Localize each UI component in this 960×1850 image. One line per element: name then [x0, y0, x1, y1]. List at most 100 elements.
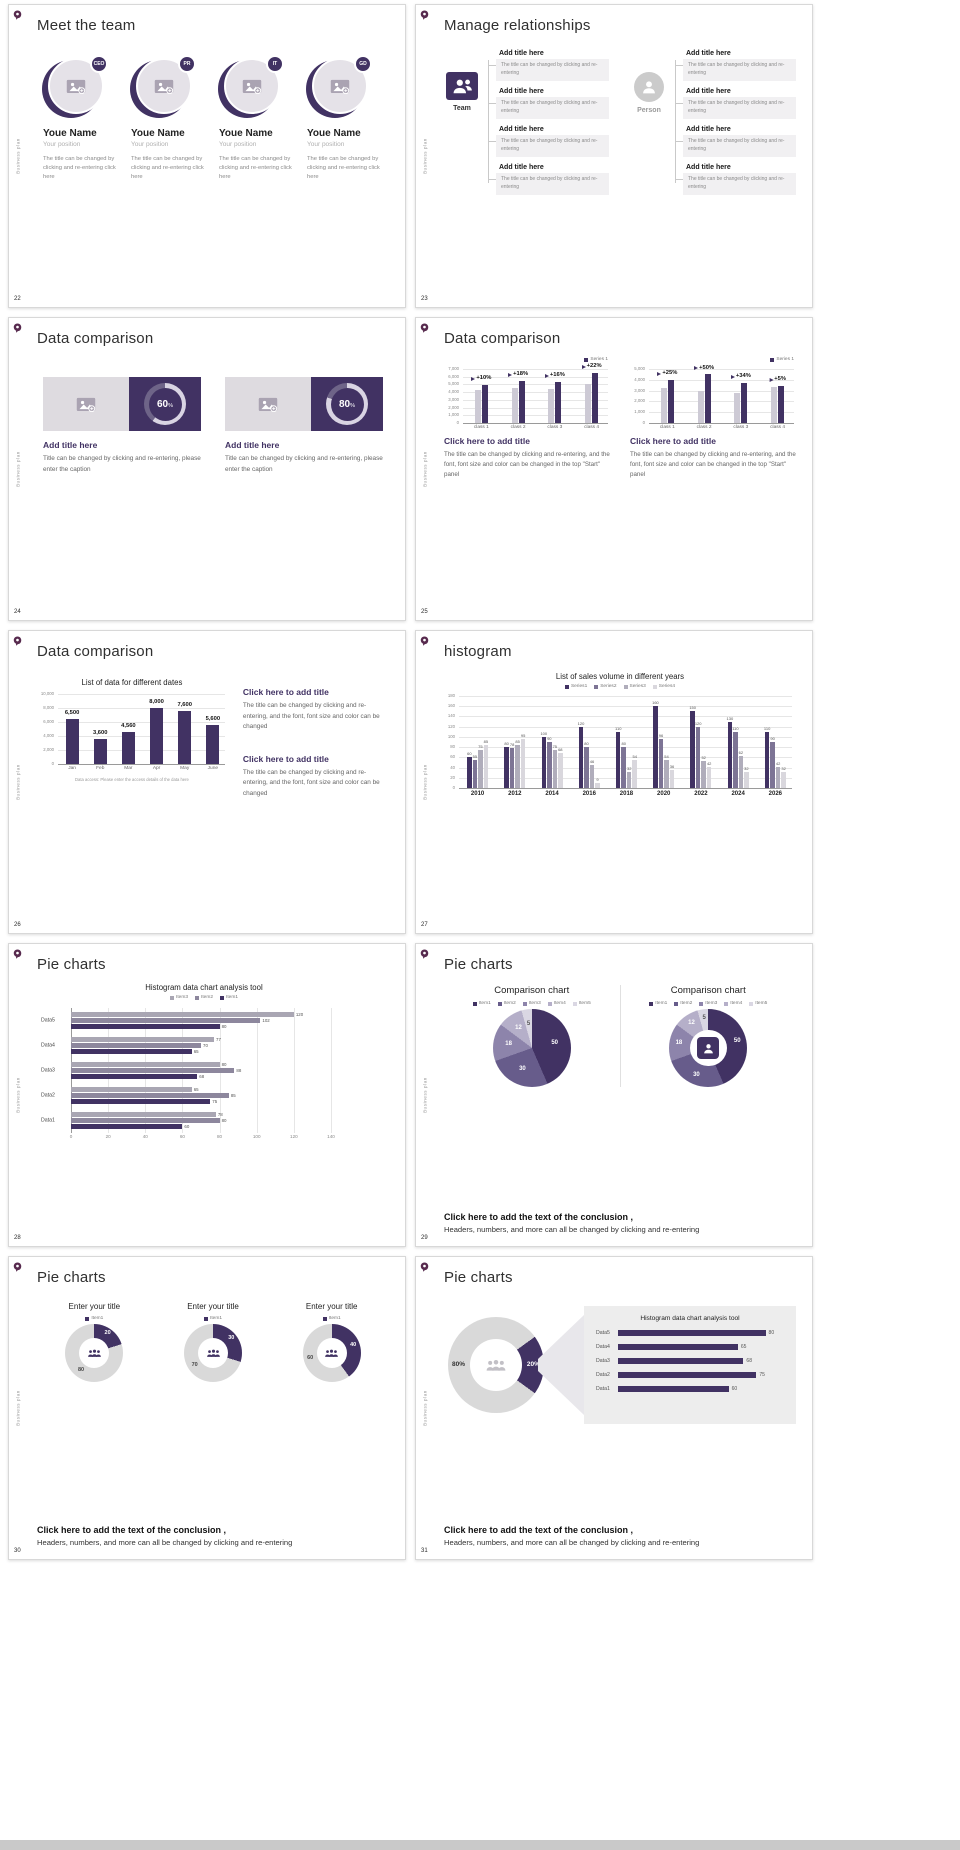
chart-title: Comparison chart — [670, 985, 746, 996]
slide-27[interactable]: Business plan 27 histogram List of sales… — [415, 630, 813, 934]
gridline — [649, 369, 794, 370]
legend-item: Item1 — [204, 1316, 222, 1321]
bar-group: 110 90 42 32 2026 — [757, 696, 794, 797]
bar-wrap — [474, 369, 481, 423]
bar — [93, 738, 107, 764]
donut-progress: 60% — [129, 377, 201, 431]
role-badge: GD — [354, 55, 372, 73]
x-tick-label: 2026 — [768, 791, 783, 797]
bar-value-label: 80 — [584, 741, 589, 747]
bar-value-label: 80 — [621, 741, 626, 747]
legend-item: Item1 — [472, 1001, 491, 1006]
pie-chart-graphic: 50 30 18 12 5 — [492, 1009, 571, 1087]
bar-value-label: 42 — [706, 760, 712, 766]
bar-wrap — [660, 369, 667, 423]
bar — [706, 766, 712, 788]
bar-wrap: 80 — [584, 696, 589, 788]
legend-marker — [170, 995, 174, 1000]
sidebar-brand-text: Business plan — [422, 1077, 428, 1113]
bar-chart-panel: Histogram data chart analysis tool Data5 8… — [584, 1306, 796, 1424]
slice-label: 18 — [675, 1040, 683, 1047]
slice-label: 18 — [505, 1040, 512, 1047]
connector-line — [488, 140, 496, 142]
bar — [481, 385, 488, 423]
histogram-chart-card: List of sales volume in different years S… — [446, 672, 794, 797]
connector-line — [675, 140, 683, 142]
slice-label: 50 — [733, 1038, 741, 1045]
x-tick-label: class 2 — [510, 425, 526, 430]
bottom-strip — [0, 1840, 960, 1850]
chart-caption: The title can be changed by clicking and… — [444, 451, 610, 479]
conclusion: Click here to add the text of the conclu… — [444, 1212, 798, 1234]
item-title: Add title here — [686, 88, 731, 95]
slide-content: Pie charts Enter your title Item1 20 80 Ente… — [27, 1257, 405, 1559]
gridline — [649, 390, 794, 392]
legend-label: Item1 — [655, 1001, 668, 1006]
bar-group: Data1 78 80 60 — [41, 1108, 331, 1133]
slide-23[interactable]: Business plan 23 Manage relationships Te… — [415, 4, 813, 308]
text-blocks: Click here to add title The title can be … — [243, 674, 389, 799]
bar-value-label: 90 — [770, 736, 775, 741]
chart-and-text: List of data for different dates 0 2,000 4,… — [37, 674, 389, 799]
bar-group: +25% class 1 — [649, 369, 686, 430]
bar-wrap — [741, 369, 748, 423]
slide-sidebar: Business plan 26 — [9, 631, 27, 933]
bar-area: 65 — [618, 1344, 784, 1350]
x-tick-label: class 4 — [584, 425, 600, 430]
y-tick-label: 5,000 — [448, 381, 459, 387]
flag-icon — [694, 366, 699, 371]
slide-30[interactable]: Business plan 30 Pie charts Enter your t… — [8, 1256, 406, 1560]
bar-group: Data1 60 — [596, 1386, 784, 1392]
slide-25[interactable]: Business plan 25 Data comparison Series … — [415, 317, 813, 621]
conclusion-title: Click here to add the text of the conclu… — [444, 1525, 634, 1535]
member-avatar: PR — [130, 55, 196, 118]
x-tick-label: 2016 — [582, 791, 596, 797]
slide-31[interactable]: Business plan 31 Pie charts 20% 80% Histo… — [415, 1256, 813, 1560]
conclusion-text: Headers, numbers, and more can all be ch… — [444, 1225, 700, 1234]
bar-value-label: 68 — [558, 747, 563, 753]
x-tick-label: 40 — [142, 1134, 148, 1139]
relationship-item: Add title here The title can be changed b… — [675, 124, 796, 157]
bar-value-label: 78 — [217, 1111, 223, 1117]
slide-28[interactable]: Business plan 28 Pie charts Histogram da… — [8, 943, 406, 1247]
bar-group: 100 90 75 68 2014 — [533, 696, 570, 797]
member-position: Your position — [219, 141, 257, 148]
bar — [632, 760, 637, 788]
bar — [738, 756, 744, 788]
gridline — [58, 694, 225, 695]
slide-24[interactable]: Business plan 24 Data comparison 60% Add … — [8, 317, 406, 621]
connector-line — [488, 178, 496, 180]
bar-value-label: 120 — [694, 720, 702, 726]
legend-label: Item5 — [578, 1001, 591, 1006]
y-tick-label: 3,000 — [634, 387, 645, 393]
bar-value-label: 85 — [230, 1092, 236, 1098]
legend-label: Item1 — [478, 1001, 491, 1006]
legend-label: Item2 — [680, 1001, 693, 1006]
bar-value-label: 85 — [483, 738, 489, 744]
slide-22[interactable]: Business plan 22 Meet the team CEO Youe N… — [8, 4, 406, 308]
link-title: Click here to add title — [242, 753, 329, 764]
gridline — [463, 423, 608, 424]
bar-value-label: 9 — [596, 777, 599, 783]
slide-26[interactable]: Business plan 26 Data comparison List of… — [8, 630, 406, 934]
slide-content: Data comparison 60% Add title here Title c… — [27, 318, 405, 620]
legend-marker — [195, 995, 199, 1000]
x-tick-label: 2012 — [508, 791, 522, 797]
donut-chart: Enter your title Item1 30 70 — [158, 1302, 269, 1382]
slide-29[interactable]: Business plan 29 Pie charts Comparison c… — [415, 943, 813, 1247]
bar: 75 — [618, 1372, 765, 1378]
bar-wrap: 52 — [701, 696, 706, 788]
bar — [509, 748, 515, 788]
slice-label: 60 — [307, 1355, 314, 1362]
flag-icon — [657, 371, 662, 376]
team-icon — [446, 72, 478, 100]
item-caption: The title can be changed by clicking and… — [683, 59, 796, 81]
gridline — [256, 1008, 258, 1133]
x-tick-label: class 4 — [770, 425, 786, 430]
bar-wrap: 9 — [595, 696, 600, 788]
progress-value: 80% — [338, 398, 355, 410]
link-title: Click here to add title — [242, 687, 329, 697]
gridline — [459, 706, 792, 708]
chart-title: List of data for different dates — [81, 678, 183, 687]
slide-title: Manage relationships — [444, 17, 591, 34]
